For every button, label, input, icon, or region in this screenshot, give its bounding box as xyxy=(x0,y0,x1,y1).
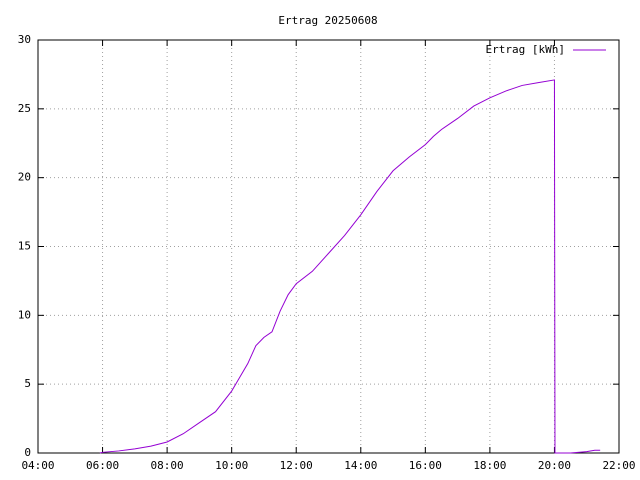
y-tick-label: 10 xyxy=(18,308,31,321)
x-tick-label: 22:00 xyxy=(602,459,635,472)
y-tick-label: 25 xyxy=(18,102,31,115)
x-tick-label: 04:00 xyxy=(21,459,54,472)
x-tick-label: 06:00 xyxy=(86,459,119,472)
legend-label: Ertrag [kWh] xyxy=(486,43,565,56)
chart-title: Ertrag 20250608 xyxy=(278,14,377,27)
x-tick-label: 20:00 xyxy=(538,459,571,472)
y-tick-label: 0 xyxy=(24,446,31,459)
x-tick-label: 18:00 xyxy=(473,459,506,472)
y-tick-label: 20 xyxy=(18,171,31,184)
y-tick-label: 5 xyxy=(24,377,31,390)
y-tick-label: 30 xyxy=(18,33,31,46)
line-series xyxy=(99,79,601,454)
x-tick-label: 08:00 xyxy=(151,459,184,472)
x-tick-label: 10:00 xyxy=(215,459,248,472)
x-tick-label: 16:00 xyxy=(409,459,442,472)
plot-border xyxy=(37,39,620,454)
x-tick-label: 14:00 xyxy=(344,459,377,472)
x-tick-label: 12:00 xyxy=(280,459,313,472)
y-tick-label: 15 xyxy=(18,240,31,253)
